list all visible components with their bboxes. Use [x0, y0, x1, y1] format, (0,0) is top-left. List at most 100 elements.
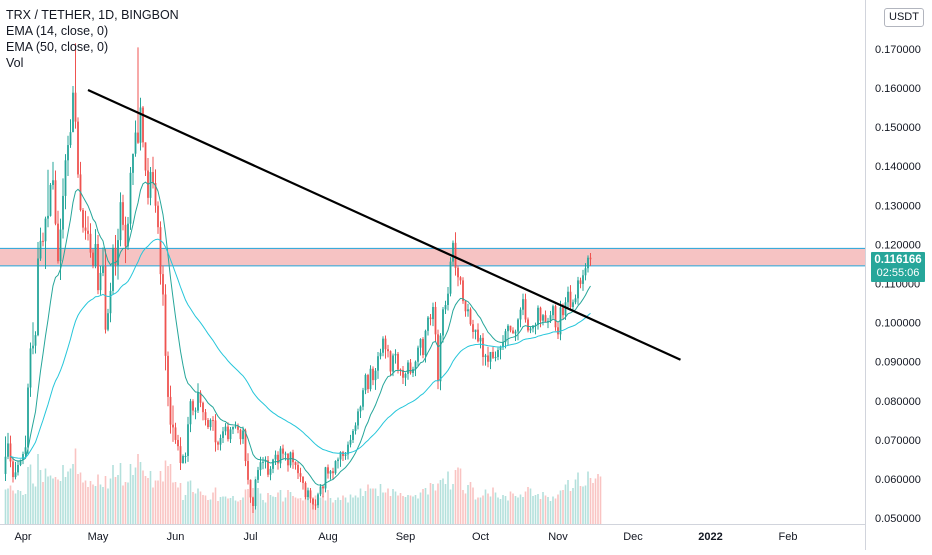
candle-body[interactable]	[237, 426, 239, 430]
candle-body[interactable]	[14, 472, 17, 478]
candle-body[interactable]	[522, 299, 524, 310]
candle-body[interactable]	[509, 325, 512, 331]
candle-body[interactable]	[392, 355, 394, 372]
candle-body[interactable]	[234, 426, 237, 428]
candle-body[interactable]	[307, 490, 309, 498]
candle-body[interactable]	[377, 356, 379, 371]
candle-body[interactable]	[584, 268, 587, 276]
candle-body[interactable]	[94, 244, 97, 266]
candle-body[interactable]	[387, 349, 389, 352]
candle-body[interactable]	[204, 412, 207, 420]
candle-body[interactable]	[394, 353, 397, 356]
candle-body[interactable]	[174, 427, 177, 440]
candle-body[interactable]	[84, 227, 87, 231]
candle-body[interactable]	[487, 355, 489, 362]
candle-body[interactable]	[4, 456, 7, 474]
candle-body[interactable]	[257, 470, 259, 480]
candle-body[interactable]	[517, 319, 519, 332]
candle-body[interactable]	[482, 337, 484, 358]
candle-body[interactable]	[224, 426, 227, 432]
candle-body[interactable]	[144, 142, 147, 171]
candle-body[interactable]	[477, 329, 479, 342]
candle-body[interactable]	[67, 145, 69, 161]
candle-body[interactable]	[544, 315, 547, 322]
candle-body[interactable]	[69, 132, 72, 146]
candle-body[interactable]	[254, 479, 257, 507]
candle-body[interactable]	[457, 267, 459, 278]
candle-body[interactable]	[227, 426, 229, 440]
candle-body[interactable]	[409, 362, 412, 374]
candle-body[interactable]	[27, 387, 29, 448]
candle-body[interactable]	[554, 306, 557, 328]
candle-body[interactable]	[519, 309, 522, 320]
candle-body[interactable]	[447, 293, 449, 306]
candle-body[interactable]	[29, 348, 32, 388]
candle-body[interactable]	[249, 479, 252, 498]
candle-body[interactable]	[317, 494, 319, 506]
candle-body[interactable]	[34, 335, 37, 346]
candle-body[interactable]	[177, 439, 179, 447]
legend-ema50[interactable]: EMA (50, close, 0)	[6, 40, 109, 54]
candle-body[interactable]	[362, 390, 364, 407]
candle-body[interactable]	[127, 223, 129, 247]
candle-body[interactable]	[484, 355, 487, 358]
candle-body[interactable]	[277, 454, 279, 464]
candle-body[interactable]	[87, 230, 89, 234]
candle-body[interactable]	[57, 223, 59, 262]
candle-body[interactable]	[264, 460, 267, 462]
candle-body[interactable]	[419, 339, 422, 348]
candle-body[interactable]	[59, 229, 62, 262]
candle-body[interactable]	[269, 468, 272, 475]
candle-body[interactable]	[379, 352, 382, 357]
candle-body[interactable]	[179, 446, 182, 463]
candle-body[interactable]	[504, 331, 507, 343]
candle-body[interactable]	[547, 321, 549, 323]
candle-body[interactable]	[117, 240, 119, 266]
candle-body[interactable]	[89, 233, 92, 253]
candle-body[interactable]	[64, 160, 67, 196]
candle-body[interactable]	[472, 324, 474, 332]
candle-body[interactable]	[109, 290, 112, 314]
candle-body[interactable]	[557, 327, 559, 335]
candle-body[interactable]	[159, 227, 162, 275]
candle-body[interactable]	[17, 464, 19, 473]
candle-body[interactable]	[329, 471, 332, 474]
candle-body[interactable]	[319, 486, 322, 495]
candle-body[interactable]	[19, 459, 22, 465]
candle-body[interactable]	[222, 431, 224, 438]
candle-body[interactable]	[42, 240, 44, 242]
candle-body[interactable]	[322, 486, 324, 489]
candle-body[interactable]	[427, 317, 429, 331]
candle-body[interactable]	[7, 443, 9, 457]
candle-body[interactable]	[164, 294, 167, 356]
candle-body[interactable]	[542, 315, 544, 321]
candle-body[interactable]	[327, 467, 329, 474]
candle-body[interactable]	[562, 307, 564, 316]
candle-body[interactable]	[152, 172, 154, 184]
candle-body[interactable]	[114, 247, 117, 266]
currency-selector[interactable]: USDT	[884, 8, 924, 27]
candle-body[interactable]	[92, 252, 94, 266]
candle-body[interactable]	[462, 280, 464, 302]
candle-body[interactable]	[429, 317, 432, 320]
candle-body[interactable]	[424, 330, 427, 356]
candle-body[interactable]	[589, 257, 592, 260]
candle-body[interactable]	[142, 107, 144, 143]
candle-body[interactable]	[549, 315, 552, 322]
candle-body[interactable]	[207, 419, 209, 428]
candle-body[interactable]	[129, 172, 132, 224]
candle-body[interactable]	[437, 334, 439, 382]
candle-body[interactable]	[342, 452, 344, 456]
candle-body[interactable]	[422, 339, 424, 356]
candle-body[interactable]	[22, 454, 24, 460]
candle-body[interactable]	[122, 202, 124, 225]
candle-body[interactable]	[442, 309, 444, 336]
candle-body[interactable]	[344, 454, 347, 456]
candle-body[interactable]	[37, 258, 39, 336]
candle-body[interactable]	[354, 425, 357, 431]
candle-body[interactable]	[247, 461, 249, 480]
candle-body[interactable]	[402, 369, 404, 378]
ema50-line[interactable]	[10, 238, 591, 459]
